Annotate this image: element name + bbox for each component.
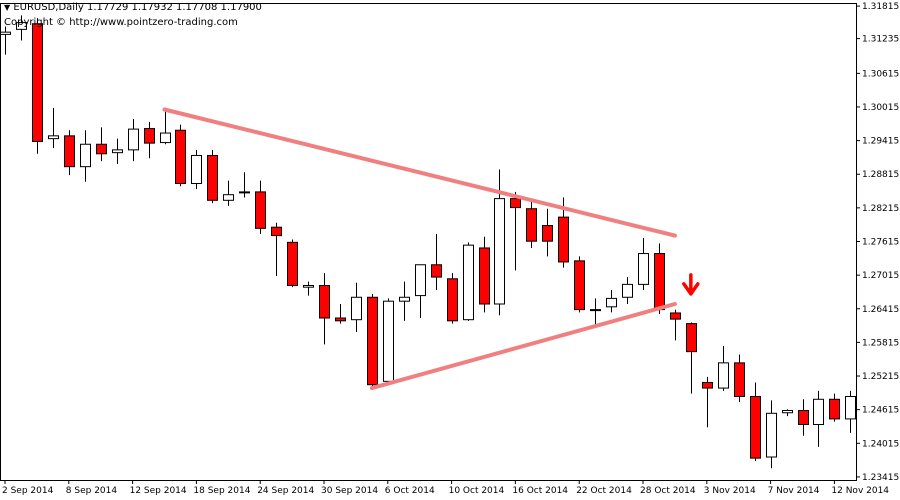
x-tick-label: 8 Sep 2014 <box>66 486 118 496</box>
y-tick-label: 1.28815 <box>862 170 899 180</box>
candle-body <box>670 312 681 320</box>
plot-frame <box>0 3 857 481</box>
y-tick-label: 1.31815 <box>862 2 899 12</box>
y-tick-label: 1.25215 <box>862 372 899 382</box>
candle-body <box>479 247 490 305</box>
candle-body <box>351 296 362 321</box>
candle-body <box>494 198 505 305</box>
x-tick-label: 3 Nov 2014 <box>704 486 756 496</box>
y-tick-label: 1.27015 <box>862 271 899 281</box>
y-tick-label: 1.24015 <box>862 439 899 449</box>
candle-body <box>702 381 713 389</box>
candle-body <box>686 323 697 353</box>
y-tick-label: 1.24615 <box>862 406 899 416</box>
candle-body <box>383 300 394 382</box>
candle-body <box>526 208 537 242</box>
trendline[interactable] <box>162 107 677 238</box>
candle-body <box>542 225 553 242</box>
x-tick-label: 12 Nov 2014 <box>831 486 889 496</box>
candle-body <box>144 128 155 144</box>
candle-body <box>367 296 378 386</box>
y-tick-label: 1.29415 <box>862 137 899 147</box>
y-tick-label: 1.31235 <box>862 35 899 45</box>
x-tick-label: 28 Oct 2014 <box>640 486 696 496</box>
candle-body <box>16 22 27 30</box>
candle-body <box>813 398 824 426</box>
candle-body <box>431 264 442 278</box>
candle-body <box>447 278 458 322</box>
candle-body <box>303 285 314 288</box>
candle-body <box>415 264 426 297</box>
candle-body <box>622 283 633 298</box>
x-tick-label: 18 Sep 2014 <box>193 486 250 496</box>
candle-body <box>96 143 107 155</box>
candle-body <box>64 135 75 168</box>
candle-body <box>207 154 218 201</box>
candle-body <box>80 143 91 168</box>
y-tick-label: 1.28215 <box>862 204 899 214</box>
candle-body <box>766 412 777 458</box>
candle-body <box>255 191 266 229</box>
candle-body <box>319 285 330 319</box>
x-tick-label: 22 Oct 2014 <box>576 486 632 496</box>
symbol-header: ▼ EURUSD,Daily 1.17729 1.17932 1.17708 1… <box>4 2 262 13</box>
y-tick-label: 1.23415 <box>862 473 899 483</box>
candle-body <box>399 296 410 302</box>
candle-body <box>718 362 729 389</box>
candle-body <box>287 241 298 287</box>
candle-body <box>335 317 346 322</box>
candle-body <box>606 297 617 308</box>
y-tick-label: 1.25815 <box>862 338 899 348</box>
x-tick-label: 30 Sep 2014 <box>321 486 378 496</box>
candle-body <box>48 135 59 140</box>
x-tick-label: 16 Oct 2014 <box>512 486 568 496</box>
candle-body <box>798 409 809 426</box>
x-tick-label: 6 Oct 2014 <box>385 486 435 496</box>
down-arrow-icon <box>682 273 700 296</box>
candle-body <box>128 128 139 151</box>
y-tick-label: 1.27615 <box>862 238 899 248</box>
symbol-line: EURUSD,Daily 1.17729 1.17932 1.17708 1.1… <box>13 2 262 13</box>
y-tick-label: 1.30015 <box>862 103 899 113</box>
candle-body <box>734 362 745 397</box>
candle-body <box>638 253 649 285</box>
candle-body <box>463 244 474 321</box>
candle-body <box>175 129 186 184</box>
candle-body <box>782 409 793 414</box>
candle-body <box>750 395 761 459</box>
candle-body <box>223 194 234 201</box>
candle-body <box>271 226 282 237</box>
x-tick-label: 10 Oct 2014 <box>449 486 505 496</box>
candle-body <box>510 198 521 209</box>
candle-body <box>654 253 665 311</box>
x-tick-label: 2 Sep 2014 <box>2 486 54 496</box>
y-tick-label: 1.26415 <box>862 305 899 315</box>
y-tick-label: 1.30615 <box>862 69 899 79</box>
candle-body <box>239 191 250 194</box>
candle-body <box>112 149 123 154</box>
candle-body <box>558 216 569 263</box>
candle-body <box>160 132 171 144</box>
candle-body <box>191 154 202 184</box>
x-tick-label: 12 Sep 2014 <box>130 486 187 496</box>
candle-body <box>574 260 585 311</box>
x-tick-label: 7 Nov 2014 <box>768 486 820 496</box>
candle-body <box>32 23 43 142</box>
candle-body <box>0 31 11 35</box>
trendline[interactable] <box>369 301 677 391</box>
candle-body <box>590 309 601 312</box>
collapse-triangle-icon[interactable]: ▼ <box>4 3 11 12</box>
candle-body <box>845 395 856 420</box>
x-tick-label: 24 Sep 2014 <box>257 486 314 496</box>
copyright-text: Copyright © http://www.pointzero-trading… <box>4 17 238 28</box>
candle-body <box>829 398 840 420</box>
